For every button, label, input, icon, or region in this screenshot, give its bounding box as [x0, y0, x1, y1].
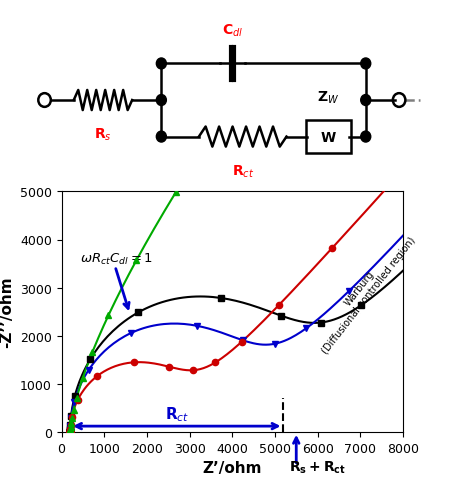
- Text: Z$_W$: Z$_W$: [317, 89, 339, 106]
- Text: R$_s$: R$_s$: [94, 126, 112, 142]
- X-axis label: Z’/ohm: Z’/ohm: [202, 460, 262, 475]
- Text: $\mathbf{R_s+R_{ct}}$: $\mathbf{R_s+R_{ct}}$: [289, 459, 346, 475]
- Text: R$_{ct}$: R$_{ct}$: [231, 164, 254, 180]
- FancyBboxPatch shape: [306, 121, 351, 154]
- Text: C$_{dl}$: C$_{dl}$: [222, 23, 243, 39]
- Y-axis label: -Z’’/ohm: -Z’’/ohm: [0, 276, 14, 348]
- Circle shape: [156, 59, 166, 70]
- Text: R$_{ct}$: R$_{ct}$: [164, 405, 189, 423]
- Circle shape: [156, 96, 166, 106]
- Circle shape: [361, 59, 371, 70]
- Circle shape: [361, 96, 371, 106]
- Text: W: W: [320, 130, 336, 144]
- Text: $\omega R_{ct}C_{dl}=1$: $\omega R_{ct}C_{dl}=1$: [80, 252, 153, 267]
- Circle shape: [361, 132, 371, 143]
- Circle shape: [156, 132, 166, 143]
- Text: Warburg
(Diffusional controlled region): Warburg (Diffusional controlled region): [311, 228, 418, 355]
